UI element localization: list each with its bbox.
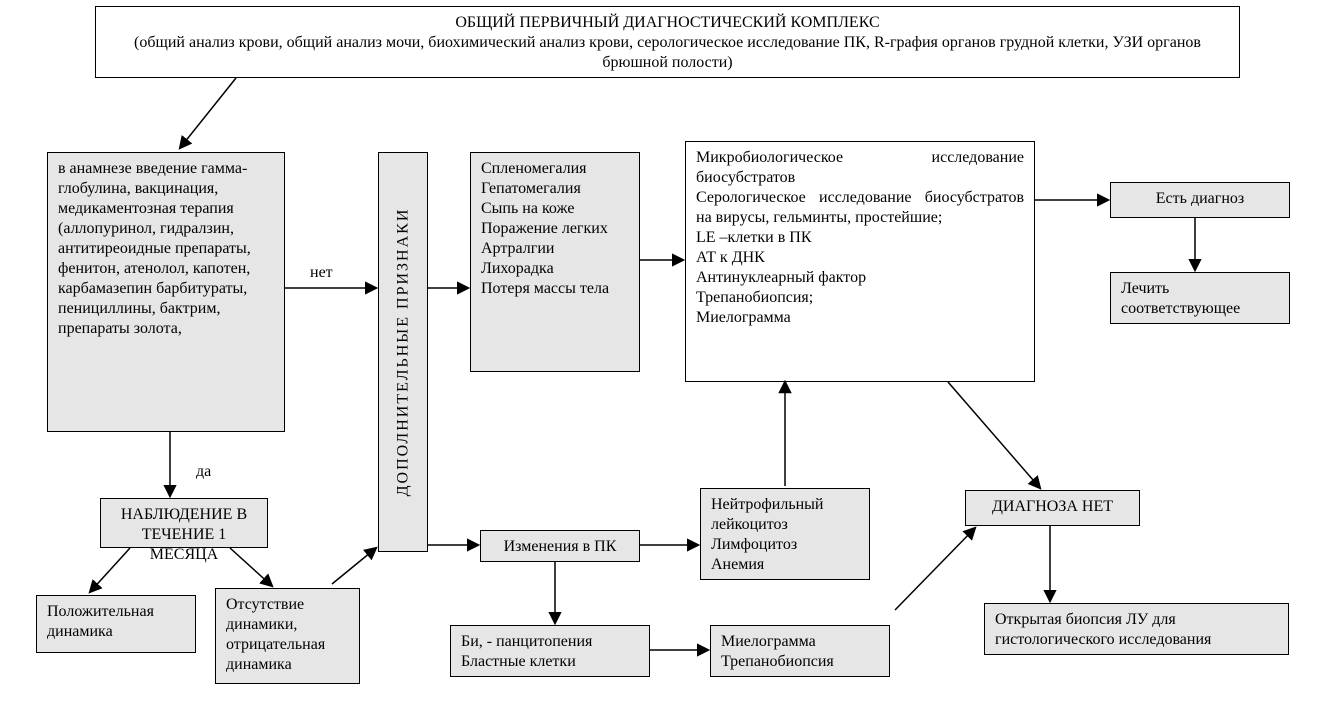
node-mielogramma: Миелограмма Трепанобиопсия: [710, 625, 890, 677]
label-da: да: [196, 463, 211, 481]
node-izmeneniya-pk: Изменения в ПК: [480, 530, 640, 562]
node-biopsy: Открытая биопсия ЛУ для гистологического…: [984, 603, 1289, 655]
node-est-diagnoz: Есть диагноз: [1110, 182, 1290, 218]
node-lechit: Лечить соответствующее: [1110, 272, 1290, 324]
node-symptoms: Спленомегалия Гепатомегалия Сыпь на коже…: [470, 152, 640, 372]
node-neutro: Нейтрофильный лейкоцитоз Лимфоцитоз Анем…: [700, 488, 870, 580]
node-negative: Отсутствие динамики, отрицательная динам…: [215, 588, 360, 684]
node-bi-pancito: Би, - панцитопения Бластные клетки: [450, 625, 650, 677]
node-header: ОБЩИЙ ПЕРВИЧНЫЙ ДИАГНОСТИЧЕСКИЙ КОМПЛЕКС…: [95, 6, 1240, 78]
header-sub: (общий анализ крови, общий анализ мочи, …: [106, 33, 1229, 73]
node-anamnez: в анамнезе введение гамма-глобулина, вак…: [47, 152, 285, 432]
label-net: нет: [310, 264, 333, 282]
node-diagnoza-net: ДИАГНОЗА НЕТ: [965, 490, 1140, 526]
node-positive: Положительная динамика: [36, 595, 196, 653]
node-nablyudenie: НАБЛЮДЕНИЕ В ТЕЧЕНИЕ 1 МЕСЯЦА: [100, 498, 268, 548]
node-micro: Микробиологическое исследование биосубст…: [685, 141, 1035, 382]
dop-label: ДОПОЛНИТЕЛЬНЫЕ ПРИЗНАКИ: [394, 208, 412, 497]
node-dop-priznaki: ДОПОЛНИТЕЛЬНЫЕ ПРИЗНАКИ: [378, 152, 428, 552]
header-title: ОБЩИЙ ПЕРВИЧНЫЙ ДИАГНОСТИЧЕСКИЙ КОМПЛЕКС: [106, 13, 1229, 33]
